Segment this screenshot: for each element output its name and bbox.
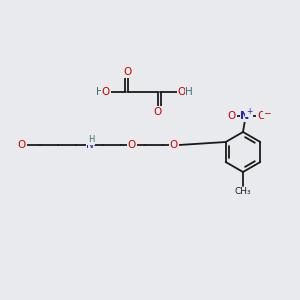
Text: CH₃: CH₃ xyxy=(235,188,251,196)
Text: +: + xyxy=(246,107,252,116)
Text: O: O xyxy=(154,107,162,117)
Text: N: N xyxy=(240,111,250,121)
Text: O: O xyxy=(178,87,186,97)
Text: N: N xyxy=(86,140,94,150)
Text: O: O xyxy=(102,87,110,97)
Text: O: O xyxy=(18,140,26,150)
Text: H: H xyxy=(96,87,104,97)
Text: O: O xyxy=(128,140,136,150)
Text: O: O xyxy=(124,67,132,77)
Text: O: O xyxy=(170,140,178,150)
Text: −: − xyxy=(263,109,271,118)
Text: O: O xyxy=(228,111,236,121)
Text: H: H xyxy=(185,87,193,97)
Text: H: H xyxy=(88,136,94,145)
Text: O: O xyxy=(257,111,265,121)
